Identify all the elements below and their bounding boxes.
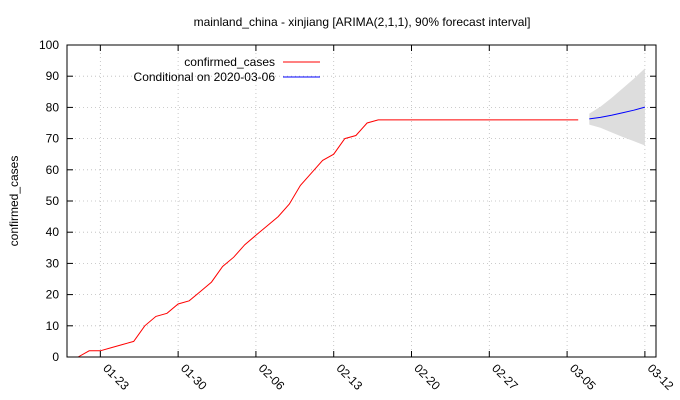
legend-label: confirmed_cases [184,55,275,69]
y-axis-label: confirmed_cases [7,156,21,247]
grid-lines [67,45,656,357]
forecast-interval-layer [589,68,645,146]
x-tick-label: 03-05 [567,361,599,393]
x-tick-label: 02-13 [334,361,366,393]
forecast-interval-band [589,68,645,146]
y-tick-label: 20 [46,288,60,302]
x-tick-label: 02-06 [256,361,288,393]
y-tick-label: 90 [46,69,60,83]
y-tick-label: 60 [46,163,60,177]
x-tick-label: 01-30 [178,361,210,393]
x-tick-label: 03-12 [645,361,677,393]
y-tick-label: 70 [46,132,60,146]
legend-label: Conditional on 2020-03-06 [134,70,276,84]
series-layer [77,106,646,358]
x-tick-label: 01-23 [100,361,132,393]
x-tick-label: 02-27 [489,361,521,393]
chart-title: mainland_china - xinjiang [ARIMA(2,1,1),… [194,15,531,29]
series-line-forecast [589,106,646,120]
y-tick-label: 80 [46,100,60,114]
y-tick-label: 10 [46,319,60,333]
y-tick-label: 40 [46,225,60,239]
series-line-confirmed-cases [77,119,579,358]
y-tick-label: 30 [46,256,60,270]
y-tick-label: 100 [39,38,59,52]
x-tick-label: 02-20 [411,361,443,393]
y-tick-label: 50 [46,194,60,208]
y-tick-label: 0 [52,350,59,364]
